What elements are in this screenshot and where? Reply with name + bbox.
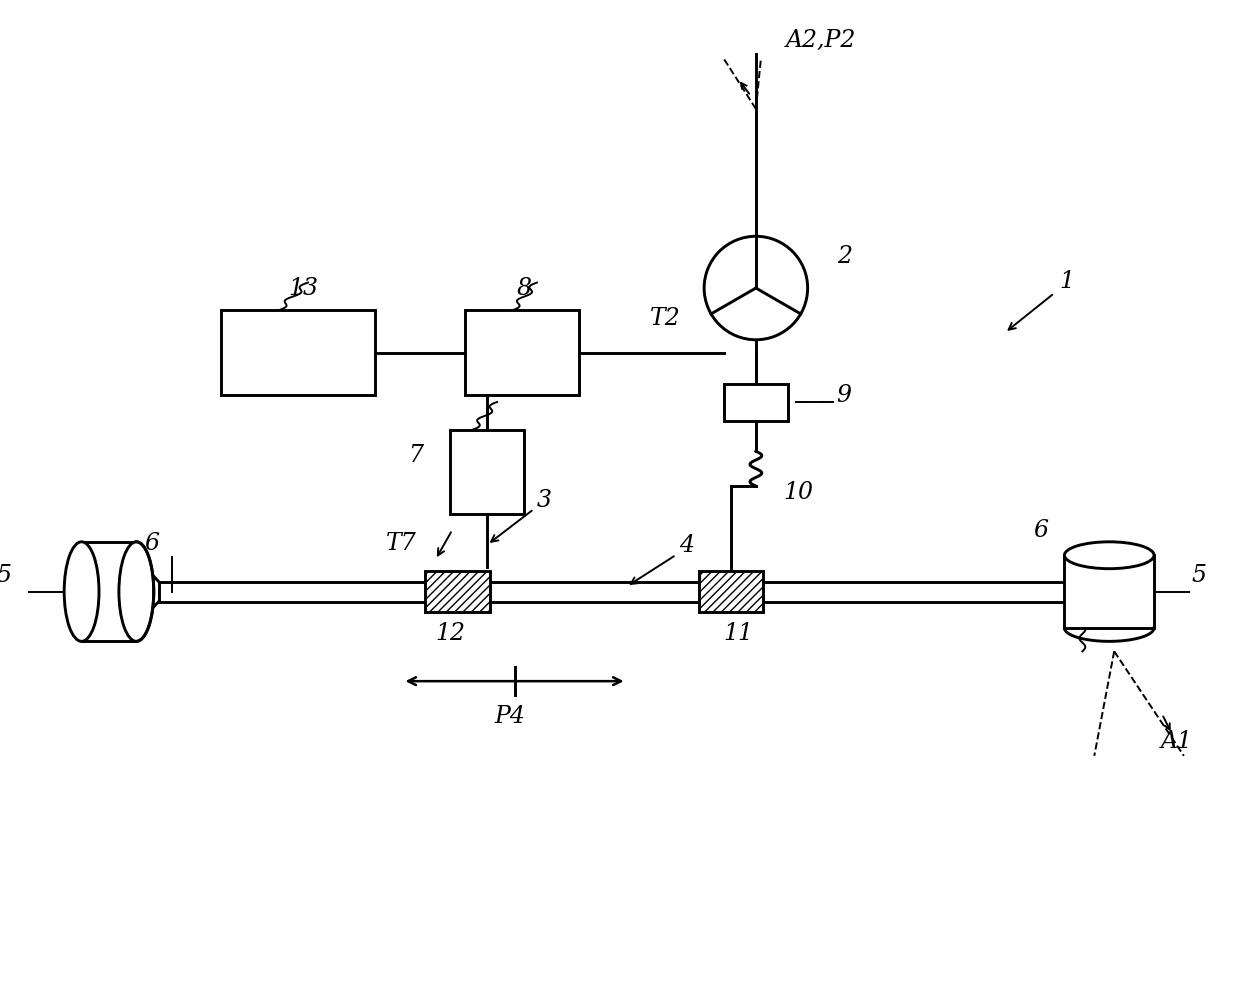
Bar [699,571,763,612]
Bar [221,310,375,395]
Text: 8: 8 [517,278,532,300]
Bar [425,571,489,612]
Bar [1064,555,1154,628]
Text: 3: 3 [536,489,551,512]
Text: 9: 9 [836,385,851,408]
Bar [465,310,579,395]
Text: P4: P4 [494,705,525,728]
Bar [82,542,136,641]
Text: T7: T7 [385,532,416,555]
Text: 12: 12 [435,622,466,645]
Ellipse shape [64,542,99,641]
Ellipse shape [119,542,154,641]
Bar [450,430,524,515]
Bar [159,582,1089,601]
Text: 13: 13 [289,278,318,300]
Text: 5: 5 [1192,564,1207,587]
Text: 1: 1 [1059,270,1074,293]
Text: T2: T2 [649,307,680,330]
Text: 10: 10 [784,481,814,505]
Text: 5: 5 [0,564,11,587]
Text: 4: 4 [679,534,694,557]
Bar [724,384,788,421]
Ellipse shape [1064,542,1154,569]
Text: 6: 6 [1033,519,1048,542]
Text: 7: 7 [408,444,422,467]
Text: 6: 6 [145,532,160,555]
Text: A1: A1 [1161,730,1193,753]
Text: 11: 11 [724,622,753,645]
Text: 2: 2 [838,245,852,268]
Text: A2,P2: A2,P2 [786,29,856,52]
